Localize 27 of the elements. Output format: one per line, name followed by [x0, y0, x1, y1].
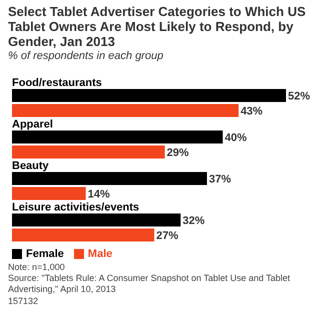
bar	[12, 104, 239, 117]
chart-title: Select Tablet Advertiser Categories to Which US Tablet Owners Are Most Likely to Respond, by Gender, Jan 2013	[8, 4, 307, 49]
bar	[12, 228, 154, 242]
legend-label: Female	[26, 248, 64, 260]
data-label: 29%	[166, 147, 190, 159]
y-tick-label: Beauty	[12, 160, 50, 172]
y-tick-label: Apparel	[12, 118, 53, 130]
data-label: 27%	[156, 230, 179, 242]
text: Note: n=1,000	[8, 262, 66, 273]
data-label: 32%	[182, 215, 205, 227]
bar	[12, 172, 207, 185]
bar	[12, 187, 86, 200]
data-label: 52%	[288, 90, 310, 102]
text: 157132	[8, 296, 40, 307]
chart-subtitle: % of respondents in each group	[8, 50, 164, 62]
data-label: 40%	[224, 132, 248, 144]
y-tick-label: Food/restaurants	[12, 76, 102, 89]
source-note: Source: "Tablets Rule: A Consumer Snapshot on Tablet Use and Tablet Advertising," April 10, 2013	[8, 273, 292, 295]
bar	[12, 214, 181, 226]
bar	[12, 89, 286, 102]
bar	[12, 146, 165, 158]
y-tick-label: Leisure activities/events	[12, 201, 140, 214]
data-label: 37%	[208, 174, 232, 186]
legend-label: Male	[88, 248, 112, 260]
data-label: 14%	[88, 188, 110, 200]
data-label: 43%	[240, 106, 263, 118]
bar	[12, 130, 223, 144]
